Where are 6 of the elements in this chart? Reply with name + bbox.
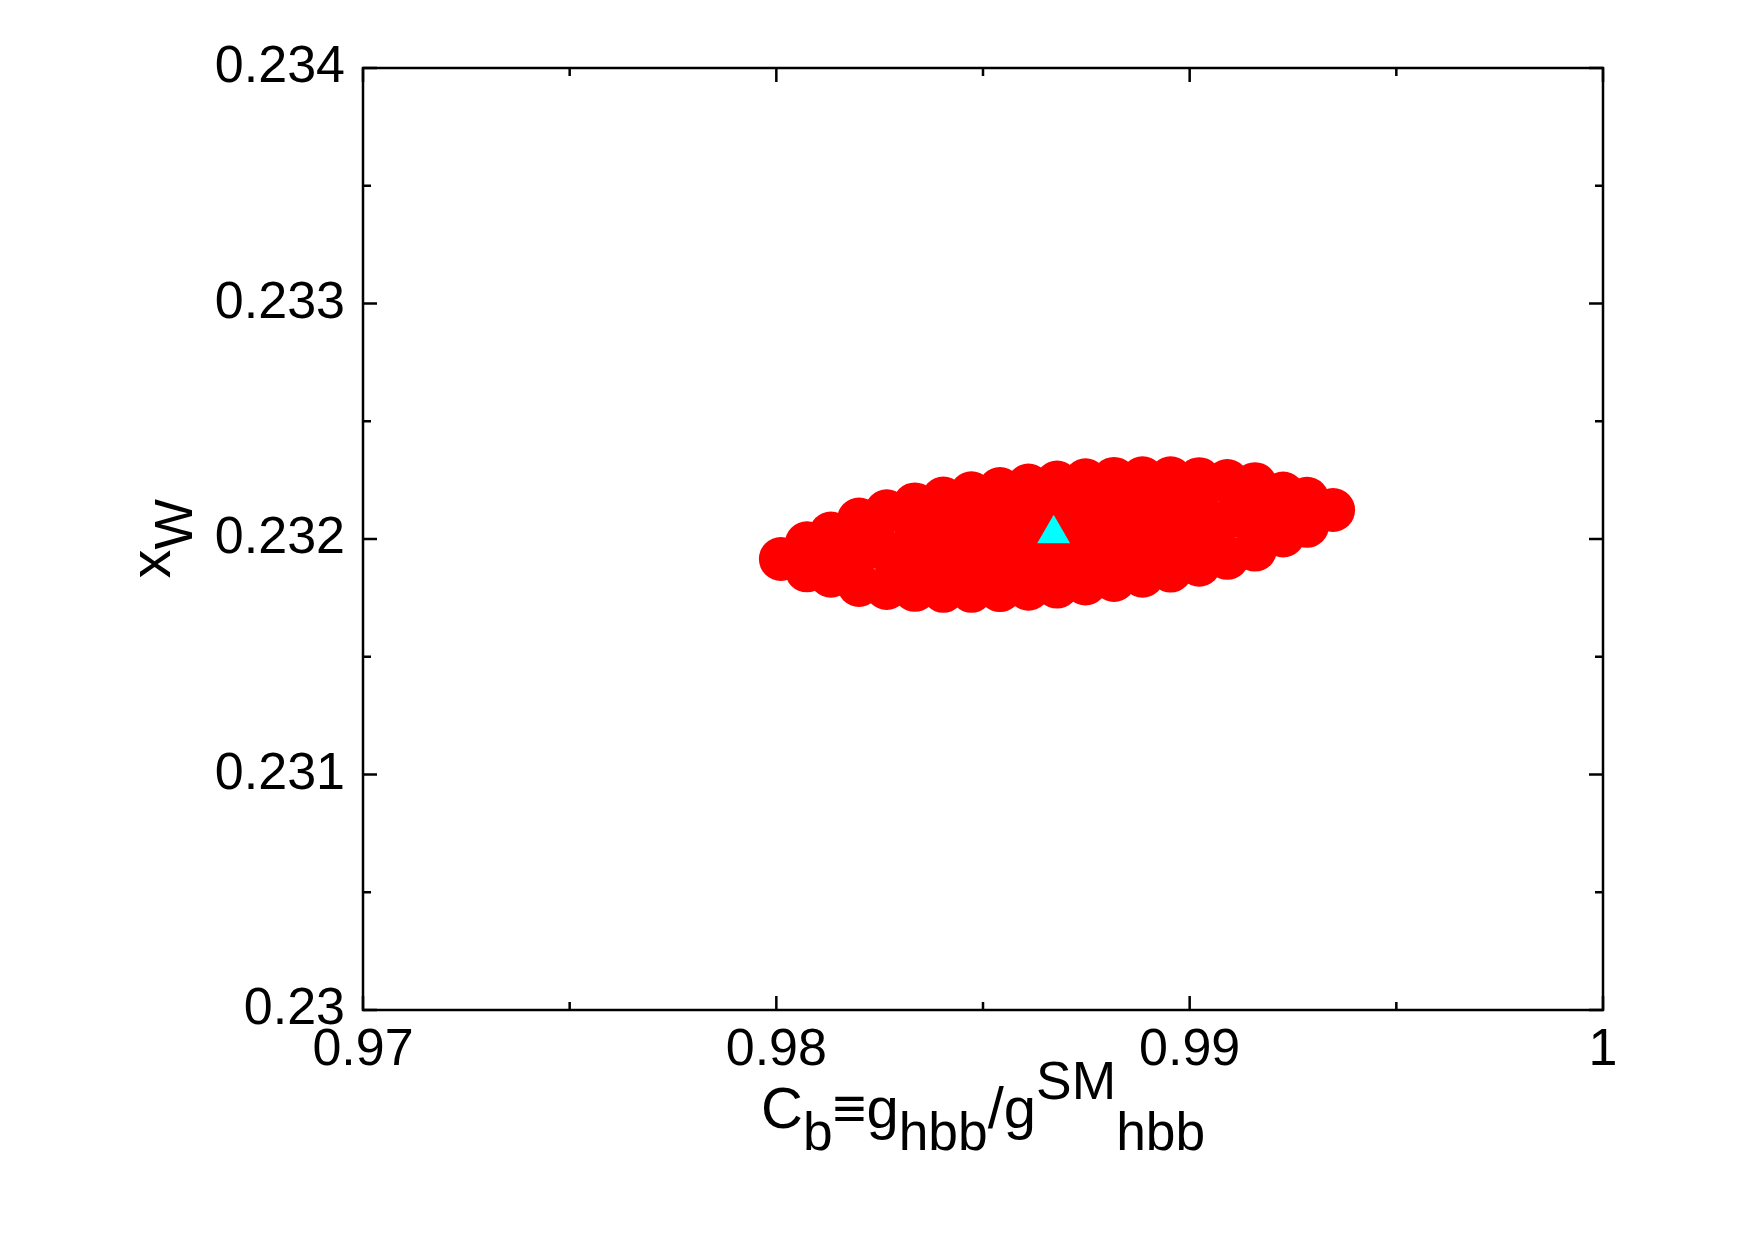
y-tick-label: 0.232 (214, 506, 345, 565)
y-tick-label: 0.234 (214, 35, 345, 94)
x-tick-label: 1 (1588, 1017, 1618, 1076)
y-tick-label: 0.233 (214, 270, 345, 329)
y-tick-label: 0.231 (214, 741, 345, 800)
x-tick-label: 0.99 (1139, 1017, 1241, 1076)
